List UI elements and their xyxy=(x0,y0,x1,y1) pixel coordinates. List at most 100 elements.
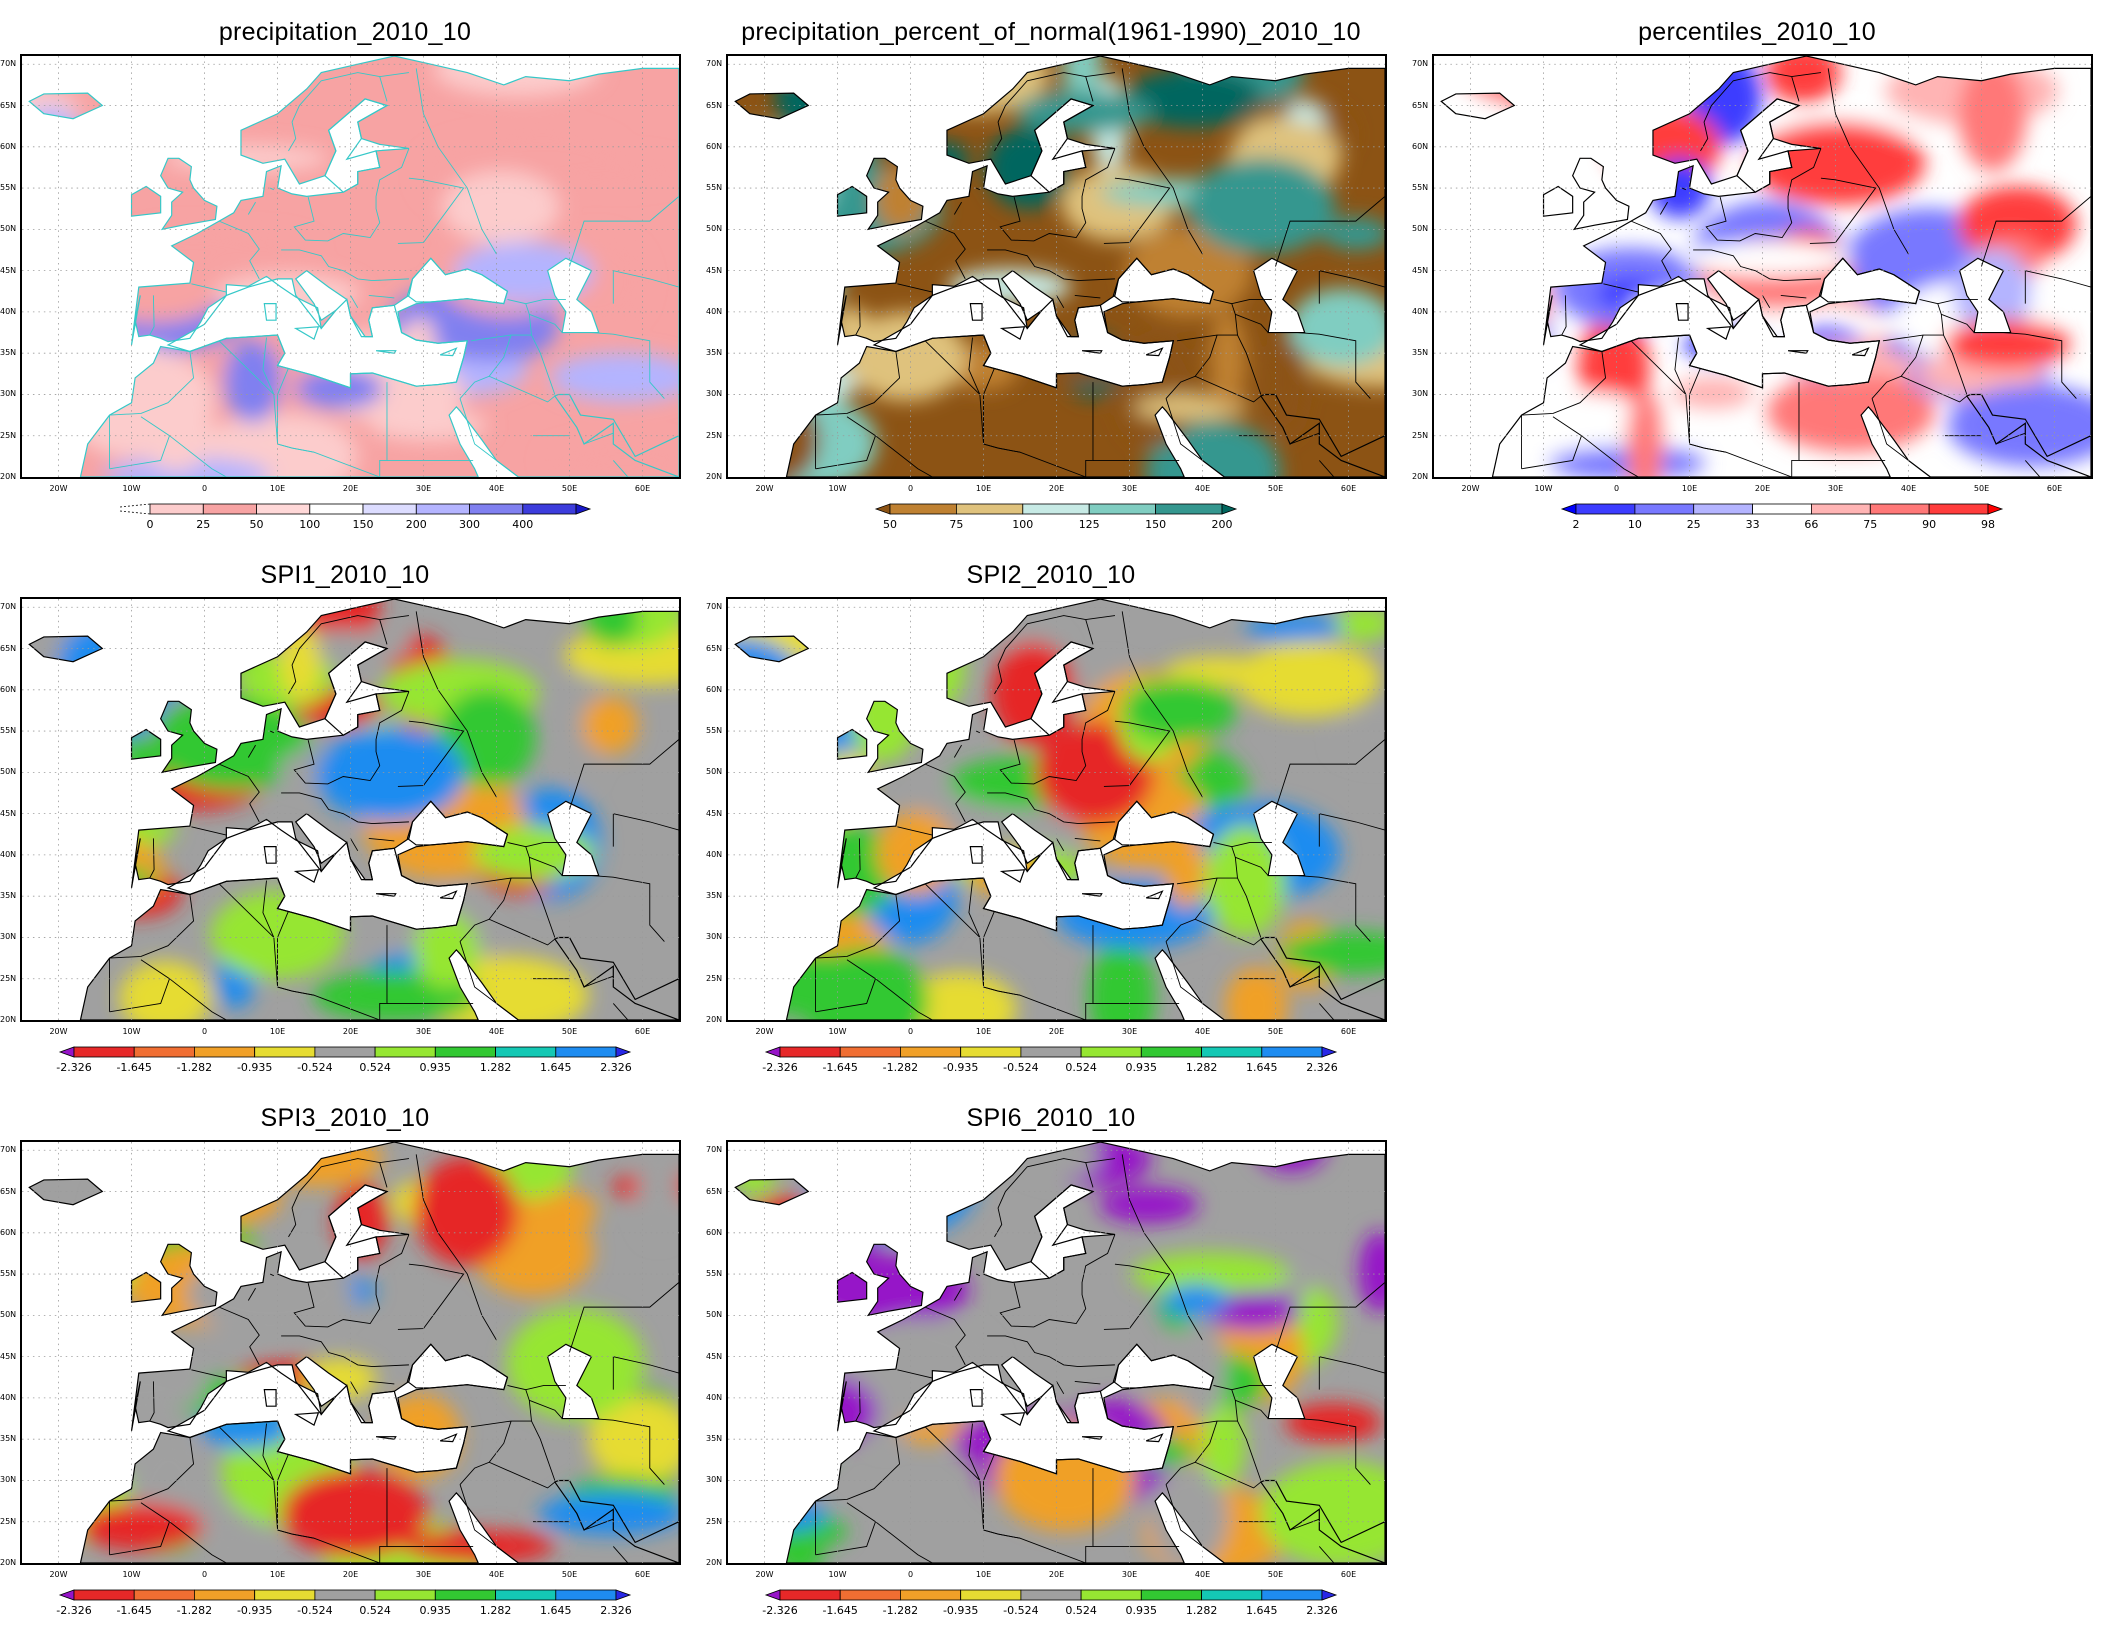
colorbar-svg: -2.326 -1.645 -1.282 -0.935 -0.524 0.524 0.935… xyxy=(56,1589,632,1617)
lon-tick-label: 60E xyxy=(1340,1570,1357,1579)
lon-tick-label: 10W xyxy=(1534,484,1553,493)
colorbar-tick-label: 90 xyxy=(1922,518,1936,531)
colorbar-swatch xyxy=(1575,503,1636,515)
colorbar-tick-label: 0 xyxy=(147,518,154,531)
colorbar-swatch xyxy=(899,1589,961,1601)
lat-tick-label: 45N xyxy=(706,808,723,818)
colorbar-tick-label: 1.645 xyxy=(540,1604,572,1617)
sea-mask xyxy=(1253,801,1305,876)
lat-tick-label: 40N xyxy=(706,306,723,316)
field-contour xyxy=(1225,967,1288,1020)
colorbar-swatch xyxy=(254,1046,316,1058)
colorbar-swatch xyxy=(149,503,204,515)
coastline-layer xyxy=(28,1142,679,1563)
lat-tick-label: 50N xyxy=(1412,224,1429,234)
colorbar-tick-label: 0.935 xyxy=(420,1061,452,1074)
field-contour xyxy=(735,681,827,750)
field-contour xyxy=(195,56,254,119)
lon-tick-label: 20W xyxy=(755,1570,774,1579)
lon-tick-label: 30E xyxy=(415,1570,432,1579)
colorbar-swatch xyxy=(1810,503,1871,515)
colorbar-swatch xyxy=(839,1589,901,1601)
field-contour xyxy=(1188,158,1336,255)
colorbar-swatch xyxy=(495,1589,557,1601)
colorbar-swatch xyxy=(495,1046,557,1058)
field-contour xyxy=(414,1156,518,1266)
lon-tick-label: 60E xyxy=(2046,484,2063,493)
colorbar-tick-label: -2.326 xyxy=(56,1061,91,1074)
map-svg xyxy=(728,599,1385,1020)
lon-tick-label: 0 xyxy=(907,1570,914,1579)
field-contour xyxy=(295,368,384,409)
border-layer xyxy=(815,1154,1385,1563)
field-contour xyxy=(1445,223,1510,248)
lat-tick-label: 35N xyxy=(706,891,723,901)
field-contour xyxy=(120,1171,283,1229)
field-contour xyxy=(1200,1403,1246,1487)
colorbar-swatch xyxy=(469,503,524,515)
lat-tick-label: 25N xyxy=(706,973,723,983)
lat-tick-label: 45N xyxy=(0,808,17,818)
lat-tick-label: 35N xyxy=(0,1434,17,1444)
colorbar-tick-label: 400 xyxy=(512,518,533,531)
field-contour xyxy=(735,1269,790,1329)
field-contour xyxy=(775,56,933,153)
lat-tick-label: 30N xyxy=(706,389,723,399)
field-contour xyxy=(94,1172,148,1283)
colorbar-svg: -2.326 -1.645 -1.282 -0.935 -0.524 0.524 0.935… xyxy=(762,1589,1338,1617)
colorbar-tick-label: -0.524 xyxy=(1003,1061,1038,1074)
lat-tick-label: 55N xyxy=(0,726,17,736)
lon-tick-label: 30E xyxy=(1827,484,1844,493)
graticule xyxy=(728,1142,1385,1563)
colorbar-swatch xyxy=(73,1046,135,1058)
colorbar-tick-label: 2 xyxy=(1573,518,1580,531)
field-contour xyxy=(1163,1284,1229,1317)
field-contour xyxy=(29,107,91,210)
field-contour xyxy=(735,330,778,386)
colorbar-swatch xyxy=(133,1589,195,1601)
lat-tick-label: 50N xyxy=(706,224,723,234)
field-contour xyxy=(1098,1186,1199,1224)
lat-tick-label: 65N xyxy=(706,643,723,653)
lat-tick-label: 35N xyxy=(706,1434,723,1444)
colorbar-swatch xyxy=(1928,503,1989,515)
lat-tick-label: 50N xyxy=(706,1310,723,1320)
field-contour xyxy=(735,1424,836,1471)
lat-tick-label: 35N xyxy=(0,891,17,901)
field-contour xyxy=(119,960,212,1020)
colorbar-tick-label: 0.524 xyxy=(359,1061,391,1074)
map-area xyxy=(1432,54,2093,479)
lon-tick-label: 10E xyxy=(1681,484,1698,493)
lat-tick-label: 30N xyxy=(1412,389,1429,399)
lon-tick-label: 20W xyxy=(49,484,68,493)
field-contour xyxy=(29,1266,94,1351)
lat-tick-label: 30N xyxy=(0,932,17,942)
field-contour xyxy=(1014,91,1154,134)
colorbar-arrow-right xyxy=(1987,503,2004,515)
colorbar-swatch xyxy=(1869,503,1930,515)
colorbar-tick-label: 2.326 xyxy=(1306,1604,1338,1617)
field-contour xyxy=(50,1375,111,1485)
field-contour xyxy=(1683,241,1852,276)
field-contour xyxy=(185,1505,271,1551)
lat-tick-label: 60N xyxy=(0,1227,17,1237)
lon-tick-label: 40E xyxy=(488,1570,505,1579)
lon-tick-label: 40E xyxy=(1194,1027,1211,1036)
colorbar-swatch xyxy=(362,503,417,515)
colorbar-tick-label: -2.326 xyxy=(762,1061,797,1074)
colorbar-tick-label: 75 xyxy=(949,518,963,531)
field-contour xyxy=(831,56,925,85)
panel-title: SPI6_2010_10 xyxy=(966,1104,1136,1132)
colorbar-tick-label: 1.282 xyxy=(1186,1061,1218,1074)
lon-tick-label: 30E xyxy=(1121,1027,1138,1036)
colorbar-tick-label: 75 xyxy=(1863,518,1877,531)
colorbar-swatch xyxy=(779,1046,841,1058)
field-contour xyxy=(1358,1231,1385,1313)
lat-tick-label: 60N xyxy=(706,1227,723,1237)
colorbar-tick-label: 150 xyxy=(353,518,374,531)
lon-tick-label: 20W xyxy=(755,484,774,493)
sea-mask xyxy=(1959,258,2011,333)
colorbar-tick-label: -1.645 xyxy=(116,1604,151,1617)
colorbar-swatch xyxy=(899,1046,961,1058)
field-contour xyxy=(735,1232,886,1257)
